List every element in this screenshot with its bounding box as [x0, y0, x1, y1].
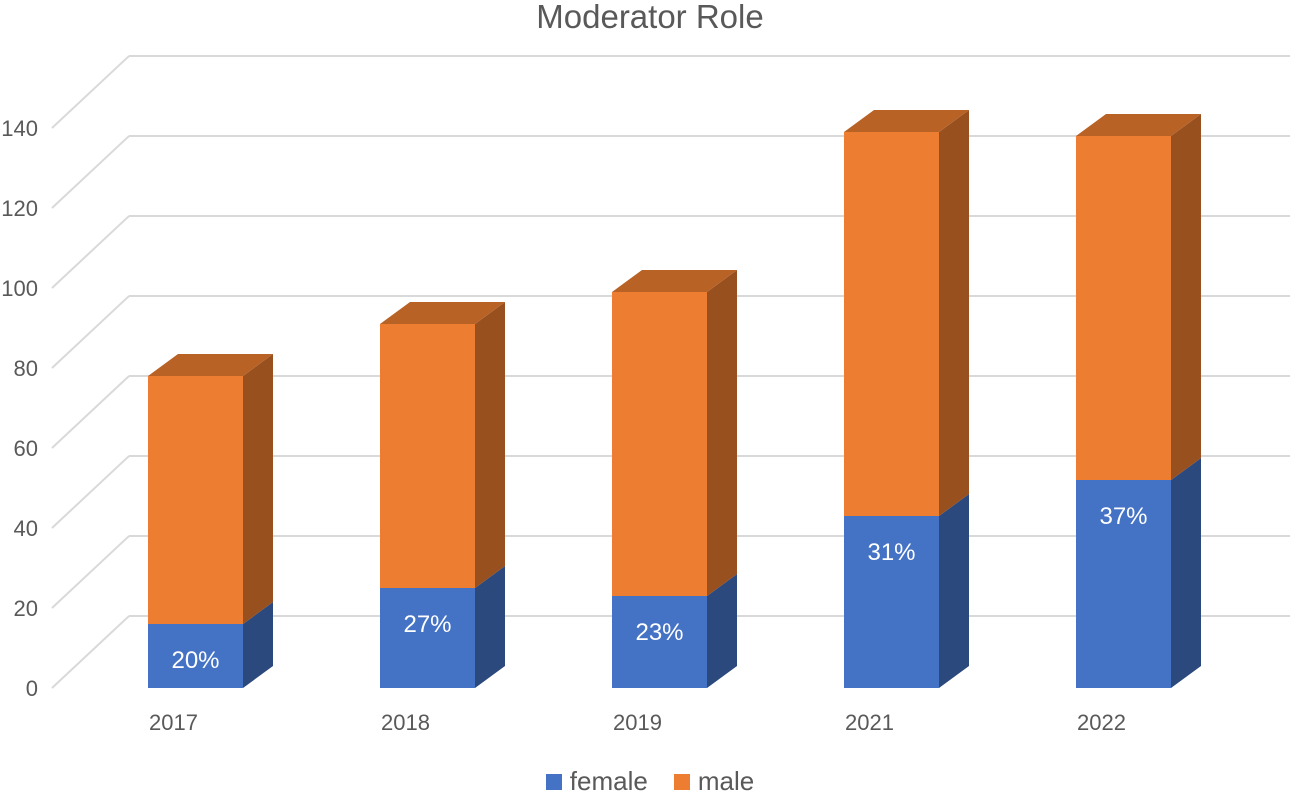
gridline-diagonal [51, 455, 130, 529]
x-tick-label: 2017 [149, 710, 198, 735]
gridline-diagonal [51, 615, 130, 689]
data-label: 27% [403, 611, 451, 638]
legend: female male [0, 766, 1300, 797]
bar-male-2017-side [243, 354, 273, 624]
x-tick-label: 2019 [613, 710, 662, 735]
bar-female-2021-side [939, 494, 969, 688]
bar-male-2018-side [475, 302, 505, 588]
y-tick-label: 40 [14, 516, 38, 541]
bar-male-2022-top [1076, 114, 1201, 136]
x-tick-label: 2022 [1077, 710, 1126, 735]
bar-female-2021 [844, 516, 939, 688]
legend-swatch-male [673, 773, 690, 790]
legend-swatch-female [545, 773, 562, 790]
bar-female-2018-side [475, 566, 505, 688]
x-tick-label: 2021 [845, 710, 894, 735]
bar-male-2017-top [148, 354, 273, 376]
gridline-diagonal [51, 55, 130, 129]
bar-male-2022-side [1171, 114, 1201, 480]
bar-male-2021-top [844, 110, 969, 132]
gridline-diagonal [51, 535, 130, 609]
y-tick-label: 140 [1, 116, 38, 141]
legend-item-female: female [545, 766, 648, 797]
y-tick-label: 100 [1, 276, 38, 301]
bar-male-2018-top [380, 302, 505, 324]
gridline-diagonal [51, 375, 130, 449]
chart-title: Moderator Role [536, 0, 764, 35]
bar-male-2021 [844, 132, 939, 516]
bar-female-2019-side [707, 574, 737, 688]
bar-male-2021-side [939, 110, 969, 516]
y-tick-label: 60 [14, 436, 38, 461]
data-label: 31% [867, 539, 915, 566]
x-tick-label: 2018 [381, 710, 430, 735]
bar-female-2017-side [243, 602, 273, 688]
y-tick-label: 0 [26, 676, 38, 701]
gridline-diagonal [51, 215, 130, 289]
bar-female-2022-side [1171, 458, 1201, 688]
bar-female-2022 [1076, 480, 1171, 688]
legend-label-male: male [697, 766, 755, 796]
data-label: 37% [1099, 503, 1147, 530]
legend-item-male: male [673, 766, 755, 797]
gridline-diagonal [51, 295, 130, 369]
bar-female-2017 [148, 624, 243, 688]
chart-plot: 0 20 40 60 80 100 120 140 20% 27% 23% 31% 37% 2017 2… [1, 55, 1290, 735]
bar-male-2017 [148, 376, 243, 624]
bar-male-2022 [1076, 136, 1171, 480]
data-label: 23% [635, 619, 683, 646]
bar-female-2018 [380, 588, 475, 688]
bar-female-2019 [612, 596, 707, 688]
bar-male-2019-side [707, 270, 737, 596]
bar-male-2019 [612, 292, 707, 596]
y-tick-label: 20 [14, 596, 38, 621]
y-tick-label: 80 [14, 356, 38, 381]
y-tick-label: 120 [1, 196, 38, 221]
bar-male-2019-top [612, 270, 737, 292]
legend-label-female: female [569, 766, 648, 796]
bar-male-2018 [380, 324, 475, 588]
gridline-diagonal [51, 135, 130, 209]
data-label: 20% [171, 647, 219, 674]
